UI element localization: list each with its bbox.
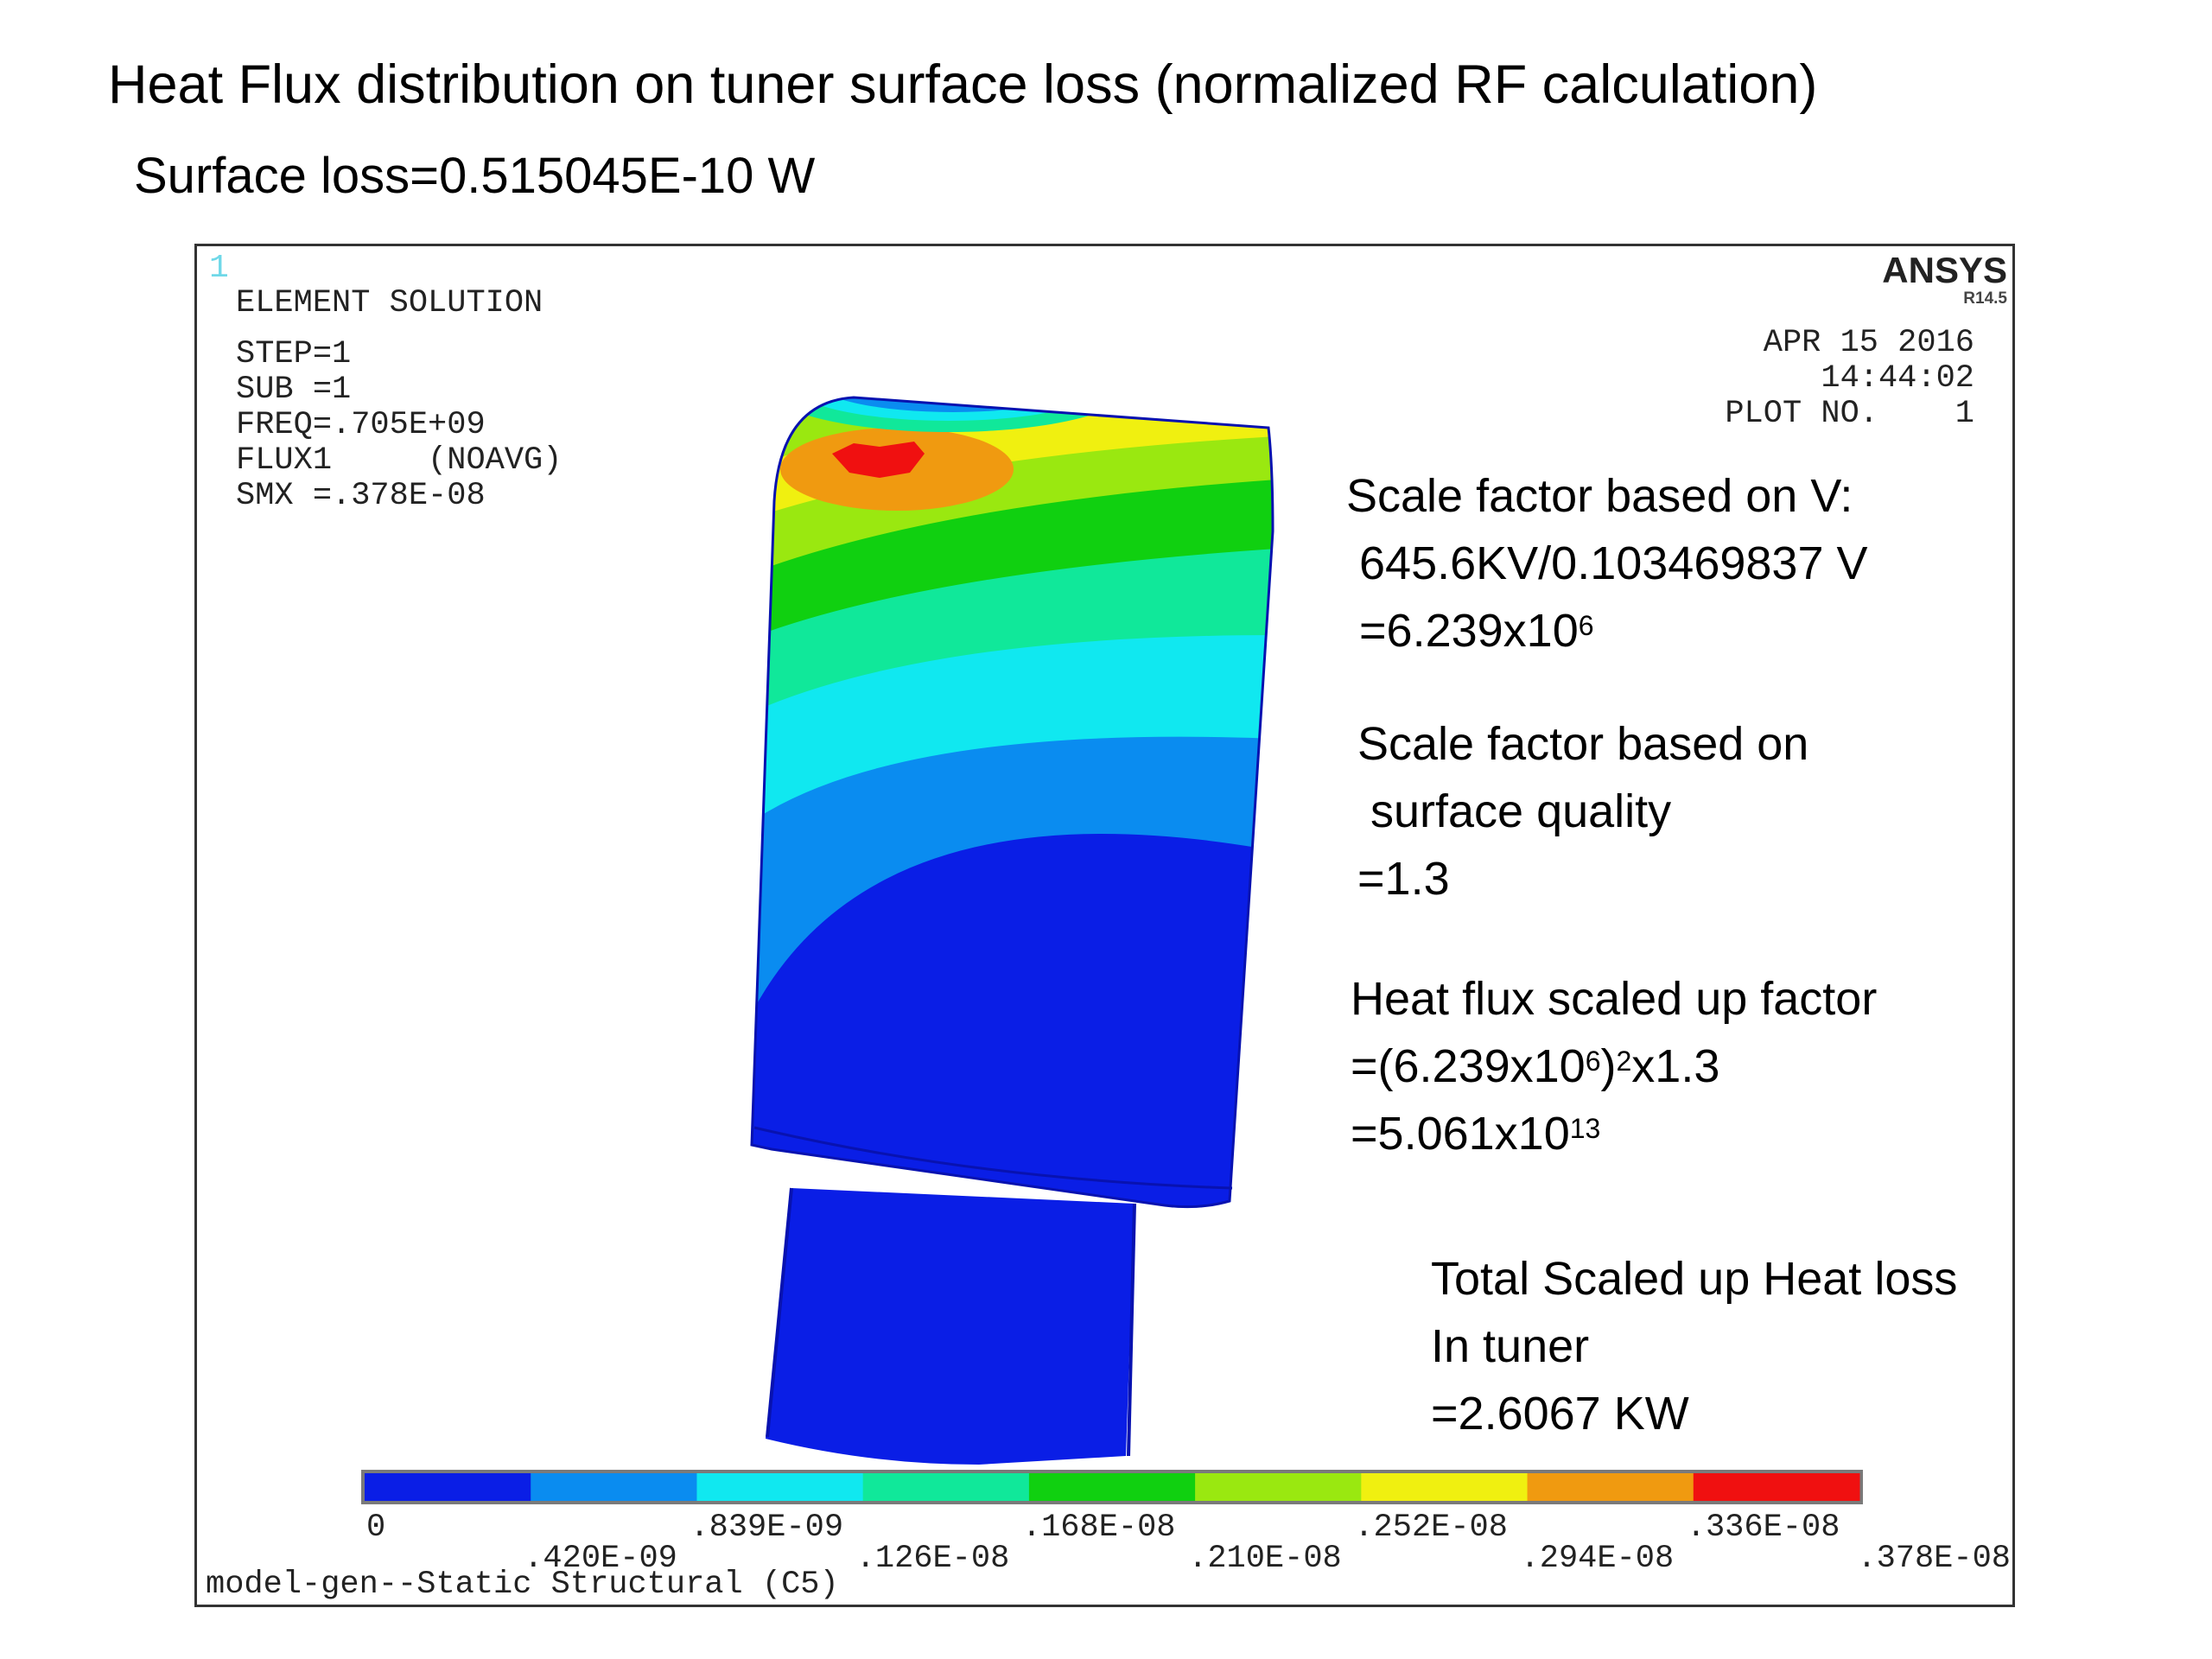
param-smx: SMX =.378E-08 — [236, 478, 486, 514]
ansys-version: R14.5 — [1963, 289, 2007, 308]
legend-color-segment — [531, 1473, 697, 1501]
param-freq: FREQ=.705E+09 — [236, 407, 486, 443]
legend-color-segment — [1195, 1473, 1362, 1501]
annotation-scale-v-line2: 645.6KV/0.103469837 V — [1359, 537, 1868, 589]
legend-tick-upper: 0 — [366, 1510, 386, 1546]
annotation-heat-flux: Heat flux scaled up factor =(6.239x106)2… — [1351, 965, 1877, 1167]
annotation-heat-flux-line3: =5.061x1013 — [1351, 1108, 1601, 1160]
legend-tick-lower: .378E-08 — [1857, 1541, 2011, 1577]
legend-tick-upper: .336E-08 — [1686, 1510, 1840, 1546]
legend-color-segment — [1693, 1473, 1860, 1501]
annotation-scale-surface: Scale factor based on surface quality =1… — [1357, 710, 1808, 912]
plot-time: 14:44:02 — [1821, 360, 1974, 397]
legend-tick-lower: .420E-09 — [524, 1541, 677, 1577]
model-label: model-gen--Static Structural (C5) — [206, 1567, 839, 1603]
annotation-total-line2: In tuner — [1431, 1320, 1590, 1372]
legend-tick-lower: .126E-08 — [855, 1541, 1010, 1577]
annotation-scale-surface-line1: Scale factor based on — [1357, 718, 1809, 770]
annotation-heat-flux-line2: =(6.239x106)2x1.3 — [1351, 1040, 1720, 1092]
annotation-total-line1: Total Scaled up Heat loss — [1431, 1253, 1958, 1305]
legend-tick-lower: .294E-08 — [1520, 1541, 1675, 1577]
solution-params: STEP=1 SUB =1 FREQ=.705E+09 FLUX1 (NOAVG… — [236, 337, 562, 514]
tuner-stem — [766, 1187, 1136, 1465]
slide-title: Heat Flux distribution on tuner surface … — [108, 54, 1818, 115]
legend-color-segment — [1028, 1473, 1196, 1501]
legend-tick-upper: .168E-08 — [1021, 1510, 1176, 1546]
annotation-scale-v: Scale factor based on V: 645.6KV/0.10346… — [1346, 462, 1868, 664]
legend-color-segment — [1361, 1473, 1529, 1501]
annotation-scale-surface-line2: surface quality — [1370, 785, 1672, 837]
legend-color-segment — [1527, 1473, 1694, 1501]
legend-color-segment — [862, 1473, 1030, 1501]
annotation-heat-flux-line1: Heat flux scaled up factor — [1351, 973, 1878, 1025]
annotation-scale-v-line3: =6.239x106 — [1359, 605, 1594, 657]
element-solution-title: ELEMENT SOLUTION — [236, 285, 543, 321]
annotation-scale-surface-line3: =1.3 — [1357, 853, 1450, 905]
annotation-scale-v-line1: Scale factor based on V: — [1346, 470, 1853, 522]
ansys-logo: ANSYS — [1882, 250, 2007, 290]
tuner-heat-flux-model — [750, 396, 1274, 1465]
plot-date-info: APR 15 2016 14:44:02 PLOT NO. 1 — [1725, 326, 1974, 432]
plot-date: APR 15 2016 — [1763, 325, 1974, 361]
legend-tick-upper: .252E-08 — [1354, 1510, 1508, 1546]
legend-color-segment — [696, 1473, 864, 1501]
plot-index: 1 — [209, 250, 229, 287]
annotation-total-heat-loss: Total Scaled up Heat loss In tuner =2.60… — [1431, 1245, 1957, 1447]
slide-subtitle: Surface loss=0.515045E-10 W — [134, 148, 816, 204]
plot-number: PLOT NO. 1 — [1725, 396, 1974, 432]
annotation-total-line3: =2.6067 KW — [1431, 1388, 1689, 1440]
legend-tick-upper: .839E-09 — [690, 1510, 844, 1546]
legend-color-segment — [365, 1473, 531, 1501]
param-sub: SUB =1 — [236, 372, 352, 408]
contour-legend-bar — [361, 1470, 1863, 1504]
legend-tick-lower: .210E-08 — [1188, 1541, 1342, 1577]
param-step: STEP=1 — [236, 336, 352, 372]
ansys-plot-window: 1 ELEMENT SOLUTION STEP=1 SUB =1 FREQ=.7… — [194, 244, 2015, 1607]
param-flux: FLUX1 (NOAVG) — [236, 442, 563, 479]
